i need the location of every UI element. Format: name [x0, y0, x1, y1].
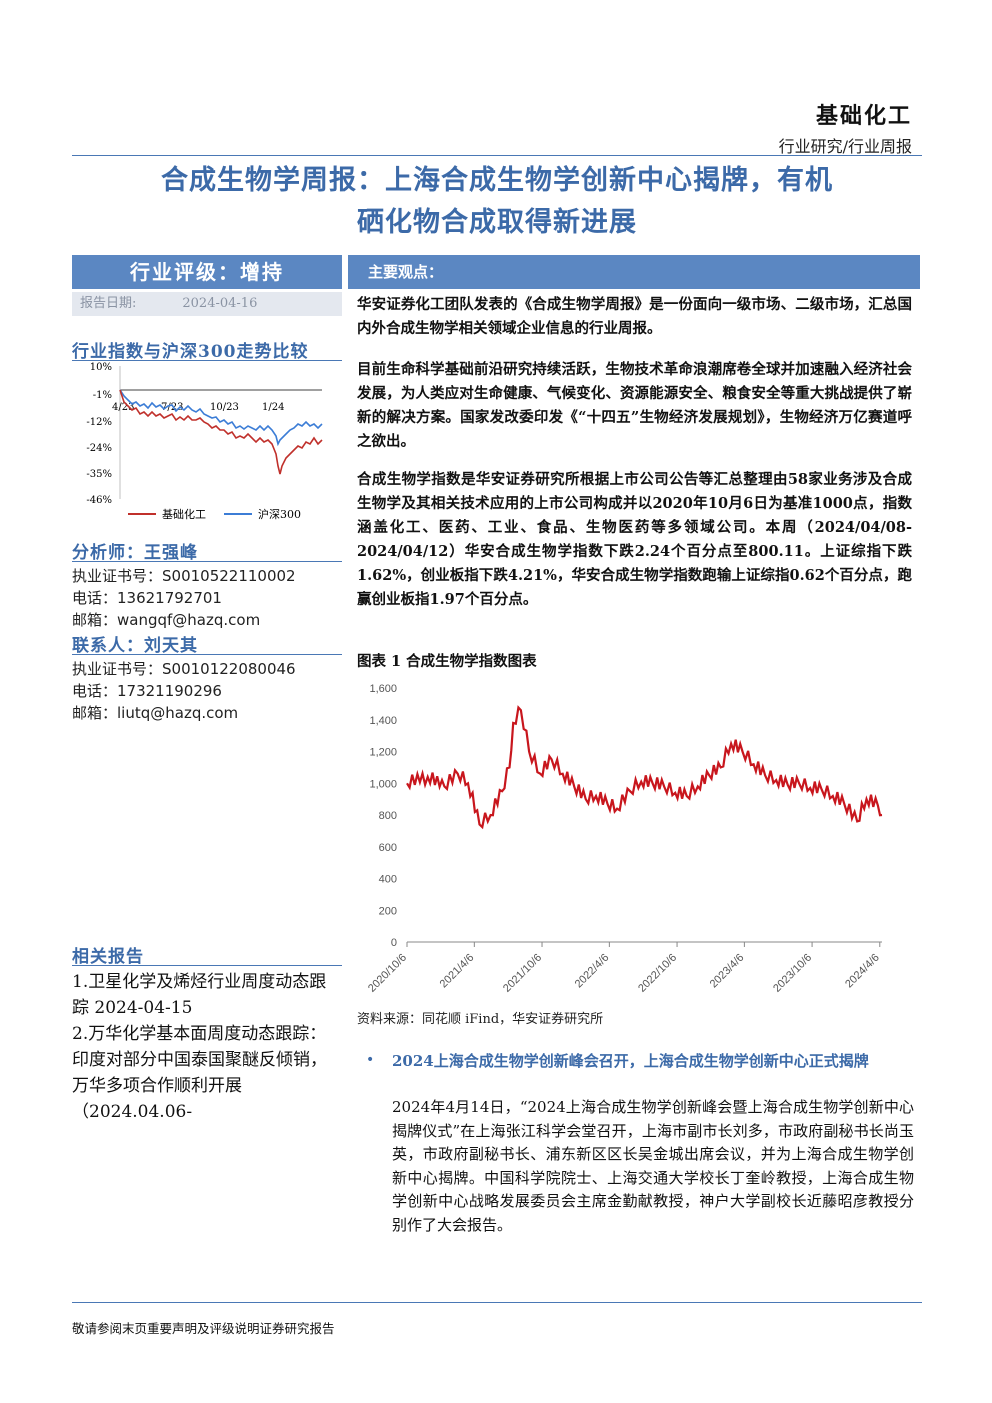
trend-xtick: 7/23 [161, 402, 183, 413]
trend-line-sector [119, 389, 323, 475]
index-x-tick: 2022/10/6 [636, 952, 679, 995]
legend-csi300: 沪深300 [258, 507, 301, 521]
footer-disclaimer: 敬请参阅末页重要声明及评级说明证券研究报告 [72, 1321, 335, 1336]
figure-title: 图表 1 合成生物学指数图表 [357, 653, 537, 670]
index-y-tick: 1,000 [369, 778, 397, 790]
analyst-heading: 分析师：王强峰 [72, 543, 198, 563]
news-body: 2024年4月14日，“2024上海合成生物学创新峰会暨上海合成生物学创新中心揭… [392, 1098, 914, 1234]
report-type: 行业研究/行业周报 [778, 137, 912, 156]
trend-xtick: 10/23 [210, 402, 239, 413]
trend-ytick: 10% [90, 362, 112, 373]
report-date-row: 报告日期: 2024-04-16 [72, 292, 342, 316]
index-y-tick: 1,600 [369, 683, 397, 695]
figure-source: 资料来源：同花顺 iFind，华安证券研究所 [357, 1012, 604, 1027]
title-line-1: 合成生物学周报：上海合成生物学创新中心揭牌，有机 [161, 165, 833, 196]
index-x-tick: 2024/4/6 [843, 952, 882, 991]
index-y-tick: 1,200 [369, 747, 397, 759]
trend-ytick: -46% [86, 495, 112, 506]
synbio-index-chart: 0 200 400 600 800 1,000 1,200 1,400 1,600 2020/10… [366, 683, 883, 995]
index-x-tick: 2022/4/6 [573, 952, 612, 991]
analyst-email[interactable]: 邮箱：wangqf@hazq.com [72, 611, 261, 629]
index-y-tick: 800 [379, 810, 397, 822]
index-x-tick: 2023/10/6 [771, 952, 814, 995]
trend-xtick: 1/24 [262, 402, 284, 413]
contact-divider [72, 654, 342, 655]
analyst-license: 执业证书号：S0010522110002 [72, 567, 296, 585]
trend-ytick: -24% [86, 443, 112, 454]
key-points-label: 主要观点： [368, 263, 444, 281]
trend-divider [72, 360, 342, 361]
contact-email[interactable]: 邮箱：liutq@hazq.com [72, 704, 239, 722]
sector-name: 基础化工 [815, 103, 912, 129]
title-line-2: 硒化物合成取得新进展 [357, 207, 637, 238]
key-points-header: 主要观点： [348, 255, 920, 289]
trend-xtick: 4/23 [112, 402, 134, 413]
index-y-tick: 200 [379, 905, 397, 917]
report-title: 合成生物学周报：上海合成生物学创新中心揭牌，有机 硒化物合成取得新进展 [72, 160, 922, 244]
contact-heading: 联系人：刘天其 [72, 636, 198, 656]
legend-sector: 基础化工 [162, 507, 206, 521]
header-divider [72, 155, 922, 156]
contact-license: 执业证书号：S0010122080046 [72, 660, 296, 678]
index-x-tick: 2023/4/6 [708, 952, 747, 991]
paragraph-intro: 华安证券化工团队发表的《合成生物学周报》是一份面向一级市场、二级市场，汇总国内外… [357, 296, 912, 337]
paragraph-background: 目前生命科学基础前沿研究持续活跃，生物技术革命浪潮席卷全球并加速融入经济社会发展… [357, 361, 912, 450]
index-x-tick: 2020/10/6 [366, 952, 409, 995]
index-x-tick: 2021/10/6 [501, 952, 544, 995]
index-y-tick: 400 [379, 874, 397, 886]
date-value: 2024-04-16 [182, 296, 258, 311]
related-report-1[interactable]: 1.卫星化学及烯烃行业周度动态跟踪 2024-04-15 [72, 972, 327, 1018]
index-y-tick: 1,400 [369, 715, 397, 727]
news-title: 2024上海合成生物学创新峰会召开，上海合成生物学创新中心正式揭牌 [392, 1052, 869, 1070]
index-y-tick: 0 [391, 937, 397, 949]
related-reports-heading: 相关报告 [72, 947, 144, 967]
bullet-icon: • [366, 1052, 375, 1068]
analyst-divider [72, 561, 342, 562]
analyst-phone: 电话：13621792701 [72, 589, 222, 607]
trend-ytick: -35% [86, 469, 112, 480]
related-report-2[interactable]: 2.万华化学基本面周度动态跟踪：印度对部分中国泰国聚醚反倾销，万华多项合作顺利开… [72, 1024, 327, 1122]
trend-chart-title: 行业指数与沪深300走势比较 [72, 342, 309, 362]
related-divider [72, 965, 342, 966]
industry-rating: 行业评级：增持 [72, 255, 342, 289]
contact-phone: 电话：17321190296 [72, 682, 222, 700]
trend-ytick: -12% [86, 417, 112, 428]
contact-info: 执业证书号：S0010122080046 电话：17321190296 邮箱：l… [72, 658, 296, 724]
index-line [406, 705, 883, 830]
analyst-info: 执业证书号：S0010522110002 电话：13621792701 邮箱：w… [72, 565, 296, 631]
date-label: 报告日期: [80, 296, 137, 311]
index-x-tick: 2021/4/6 [438, 952, 477, 991]
index-y-tick: 600 [379, 842, 397, 854]
trend-line-csi300 [119, 389, 323, 447]
trend-chart: 10% -1% -12% -24% -35% -46% 4/23 7/23 10… [86, 362, 323, 521]
trend-ytick: -1% [93, 390, 112, 401]
footer-divider [72, 1302, 922, 1303]
paragraph-index: 合成生物学指数是华安证券研究所根据上市公司公告等汇总整理由58家业务涉及合成生物… [357, 471, 912, 608]
